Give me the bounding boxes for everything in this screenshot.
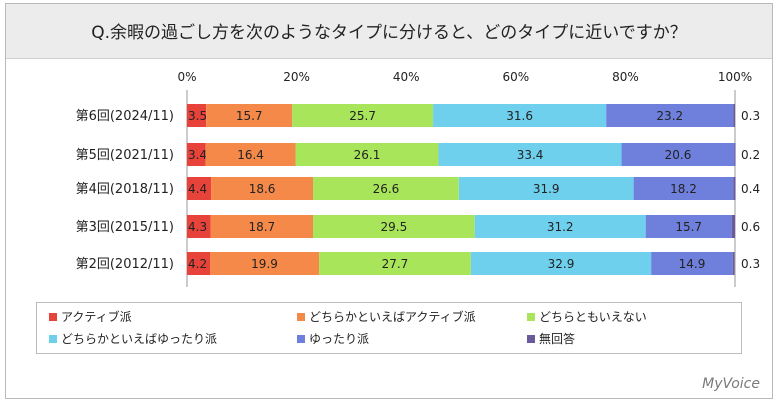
category-label: 第6回(2024/11): [76, 109, 174, 124]
bar-segment: [731, 215, 735, 238]
data-label: 32.9: [548, 257, 575, 271]
bar-segment: [295, 143, 439, 166]
data-label: 27.7: [382, 257, 409, 271]
bar-segment: [621, 143, 735, 166]
bar-segment: [210, 215, 314, 238]
data-label-outside: 0.3: [741, 257, 760, 271]
bar-segment: [206, 104, 293, 127]
bar-segment: [292, 104, 434, 127]
bar-segment: [187, 215, 211, 238]
data-label-outside: 0.6: [741, 220, 760, 234]
data-label: 4.2: [188, 257, 207, 271]
bar-segment: [187, 252, 211, 275]
chart-title: Q.余暇の過ごし方を次のようなタイプに分けると、どのタイプに近いですか？: [91, 23, 687, 43]
bar-segment: [211, 177, 314, 200]
data-label: 14.9: [679, 257, 706, 271]
legend-label: 無回答: [539, 332, 576, 346]
bar-segment: [433, 104, 607, 127]
brand-logo: MyVoice: [702, 376, 760, 392]
bar-segment: [470, 252, 652, 275]
bar-segment: [187, 104, 207, 127]
bar-segment: [474, 215, 646, 238]
bar-segment: [734, 143, 736, 166]
data-label: 31.6: [506, 109, 533, 123]
bar-segment: [313, 177, 459, 200]
bar-segment: [606, 104, 734, 127]
x-tick-label: 20%: [283, 70, 310, 84]
category-label: 第4回(2018/11): [76, 182, 174, 197]
data-label: 4.4: [188, 182, 207, 196]
bar-segment: [458, 177, 634, 200]
data-label: 20.6: [665, 148, 692, 162]
bar-segment: [733, 177, 736, 200]
legend-swatch: [527, 335, 535, 343]
legend: アクティブ派 どちらかといえばアクティブ派 どちらともいえないどちらかといえばゆった…: [36, 302, 742, 354]
bar-segment: [187, 177, 212, 200]
category-label: 第2回(2012/11): [76, 257, 174, 272]
bar-segment: [733, 104, 735, 127]
title-bar: Q.余暇の過ごし方を次のようなタイプに分けると、どのタイプに近いですか？: [6, 4, 772, 59]
data-label: 15.7: [675, 220, 702, 234]
legend-item: どちらかといえばゆったり派: [49, 330, 217, 347]
category-label: 第5回(2021/11): [76, 148, 174, 163]
data-label-outside: 0.4: [741, 182, 760, 196]
legend-swatch: [49, 313, 57, 321]
legend-label: どちらともいえない: [539, 310, 647, 324]
data-label: 15.7: [236, 109, 263, 123]
stacked-bar-chart: 0% 20% 40% 60% 80% 100% 第6回(2024/11) 3.5 15.7 25.…: [76, 70, 760, 287]
bar-segment: [633, 177, 734, 200]
bar-segment: [438, 143, 622, 166]
bar-segment: [187, 143, 206, 166]
data-label: 25.7: [349, 109, 376, 123]
data-label: 26.6: [373, 182, 400, 196]
data-label: 3.4: [188, 148, 207, 162]
bar-segment: [732, 252, 735, 275]
legend-label: どちらかといえばゆったり派: [61, 332, 218, 346]
category-label: 第3回(2015/11): [76, 220, 174, 235]
data-label: 26.1: [354, 148, 381, 162]
legend-item: 無回答: [527, 330, 575, 347]
x-tick-label: 60%: [502, 70, 529, 84]
x-tick-label: 100%: [718, 70, 752, 84]
data-label: 18.7: [248, 220, 275, 234]
legend-label: ゆったり派: [309, 332, 370, 346]
chart-frame: Q.余暇の過ごし方を次のようなタイプに分けると、どのタイプに近いですか？ 0% 2…: [5, 3, 773, 399]
legend-label: どちらかといえばアクティブ派: [309, 310, 476, 324]
x-tick-label: 80%: [612, 70, 639, 84]
bar-segment: [205, 143, 296, 166]
data-label: 33.4: [517, 148, 544, 162]
data-label: 31.9: [533, 182, 560, 196]
bar-segment: [651, 252, 733, 275]
bar-segment: [645, 215, 732, 238]
legend-item: アクティブ派: [49, 308, 132, 325]
data-label: 18.6: [249, 182, 276, 196]
data-label: 23.2: [656, 109, 683, 123]
data-label: 31.2: [547, 220, 574, 234]
data-label: 18.2: [670, 182, 697, 196]
data-label-outside: 0.3: [741, 109, 760, 123]
legend-swatch: [297, 313, 305, 321]
data-label: 19.9: [251, 257, 278, 271]
legend-swatch: [297, 335, 305, 343]
legend-item: どちらかといえばアクティブ派: [297, 308, 476, 325]
data-label: 29.5: [381, 220, 408, 234]
legend-swatch: [527, 313, 535, 321]
data-label: 16.4: [237, 148, 264, 162]
data-label: 4.3: [188, 220, 207, 234]
x-tick-label: 40%: [393, 70, 420, 84]
legend-item: どちらともいえない: [527, 308, 647, 325]
legend-swatch: [49, 335, 57, 343]
x-tick-label: 0%: [177, 70, 196, 84]
data-label-outside: 0.2: [741, 148, 760, 162]
bar-segment: [319, 252, 471, 275]
legend-item: ゆったり派: [297, 330, 369, 347]
data-label: 3.5: [188, 109, 207, 123]
bar-segment: [313, 215, 475, 238]
legend-label: アクティブ派: [61, 310, 132, 324]
bar-segment: [210, 252, 320, 275]
